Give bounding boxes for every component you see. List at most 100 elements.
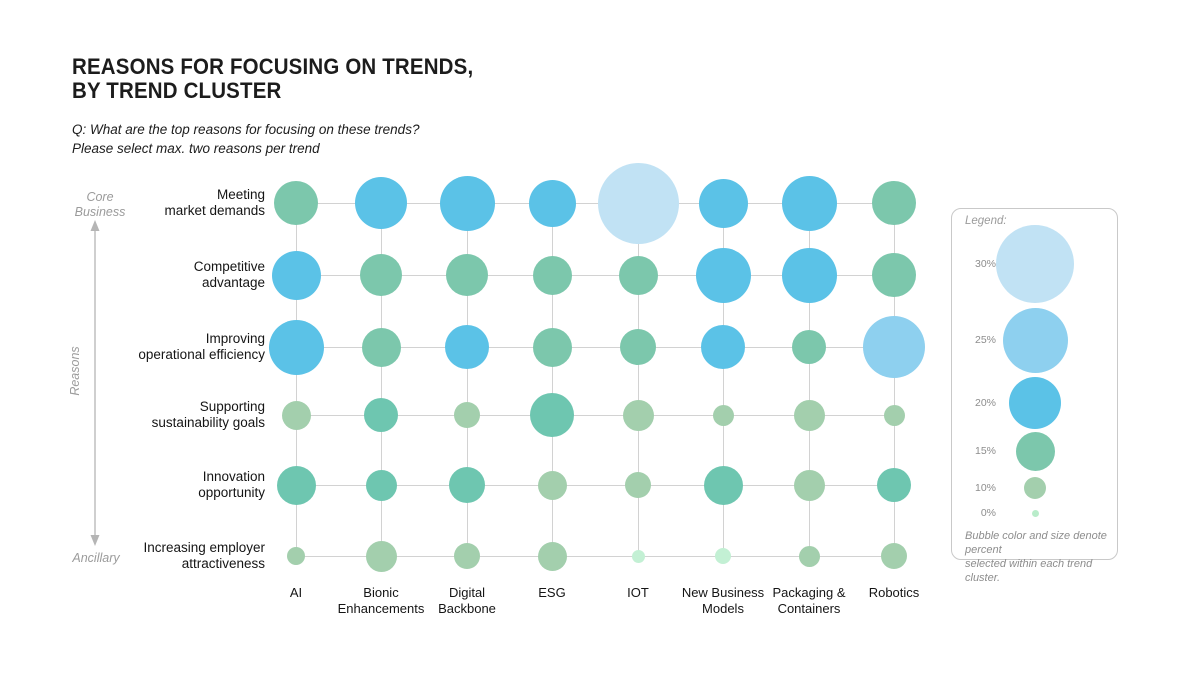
bubble-r3-c4 bbox=[532, 327, 572, 367]
bubble-r4-c8 bbox=[883, 404, 905, 426]
reasons-axis-arrow-icon bbox=[90, 220, 100, 546]
legend-bubble-15% bbox=[1015, 431, 1055, 471]
bubble-r6-c4 bbox=[537, 541, 567, 571]
axis-annotation-core-business: Core Business bbox=[74, 190, 126, 219]
bubble-r4-c5 bbox=[622, 399, 654, 431]
bubble-r4-c2 bbox=[364, 398, 398, 432]
page-title: REASONS FOR FOCUSING ON TRENDS, BY TREND… bbox=[72, 55, 473, 103]
bubble-r5-c2 bbox=[365, 469, 397, 501]
column-label: ESG bbox=[538, 585, 566, 600]
bubble-r4-c3 bbox=[454, 402, 480, 428]
gridline-vertical bbox=[809, 203, 810, 556]
column-label: Digital Backbone bbox=[438, 585, 496, 616]
bubble-r5-c3 bbox=[449, 467, 485, 503]
bubble-r5-c5 bbox=[625, 472, 651, 498]
bubble-r2-c3 bbox=[446, 254, 488, 296]
column-label: Robotics bbox=[868, 585, 920, 600]
column-label: IOT bbox=[627, 585, 649, 600]
gridline-horizontal bbox=[296, 415, 894, 416]
legend-label-10%: 10% bbox=[974, 482, 996, 494]
bubble-r3-c6 bbox=[701, 325, 745, 369]
gridline-vertical bbox=[638, 203, 639, 556]
bubble-r1-c7 bbox=[781, 175, 837, 231]
bubble-r2-c4 bbox=[532, 255, 572, 295]
bubble-r3-c3 bbox=[445, 325, 489, 369]
bubble-r2-c1 bbox=[271, 250, 321, 300]
row-label: Innovation opportunity bbox=[198, 469, 265, 500]
column-label: Packaging & Containers bbox=[772, 585, 846, 616]
column-label: New Business Models bbox=[681, 585, 765, 616]
bubble-r6-c8 bbox=[881, 543, 907, 569]
bubble-r5-c7 bbox=[793, 469, 825, 501]
gridline-vertical bbox=[894, 203, 895, 556]
bubble-r1-c8 bbox=[872, 181, 916, 225]
legend-bubble-10% bbox=[1024, 477, 1046, 499]
survey-question-line2: Please select max. two reasons per trend bbox=[72, 141, 320, 156]
axis-annotation-ancillary: Ancillary bbox=[72, 551, 120, 565]
bubble-r6-c6 bbox=[715, 548, 731, 564]
bubble-r4-c7 bbox=[793, 399, 825, 431]
bubble-r3-c8 bbox=[863, 316, 925, 378]
bubble-r6-c3 bbox=[454, 543, 480, 569]
bubble-r4-c6 bbox=[712, 404, 734, 426]
bubble-r1-c2 bbox=[355, 177, 407, 229]
bubble-r2-c7 bbox=[781, 247, 837, 303]
legend-caption: Bubble color and size denote percent sel… bbox=[965, 530, 1107, 584]
bubble-r6-c1 bbox=[287, 547, 305, 565]
gridline-horizontal bbox=[296, 485, 894, 486]
bubble-r6-c5 bbox=[631, 549, 645, 563]
bubble-r3-c5 bbox=[620, 329, 656, 365]
page-title-line1: REASONS FOR FOCUSING ON TRENDS, bbox=[72, 54, 474, 79]
legend-bubble-25% bbox=[1002, 307, 1068, 373]
gridline-vertical bbox=[552, 203, 553, 556]
bubble-r4-c4 bbox=[530, 393, 574, 437]
bubble-r1-c4 bbox=[528, 179, 576, 227]
bubble-r5-c1 bbox=[276, 465, 316, 505]
gridline-vertical bbox=[296, 203, 297, 556]
bubble-r3-c7 bbox=[792, 330, 826, 364]
row-label: Improving operational efficiency bbox=[138, 331, 265, 362]
gridline-horizontal bbox=[296, 556, 894, 557]
bubble-r1-c3 bbox=[439, 175, 495, 231]
legend-label-0%: 0% bbox=[980, 507, 996, 519]
gridline-vertical bbox=[467, 203, 468, 556]
bubble-r1-c1 bbox=[274, 181, 318, 225]
legend-label-30%: 30% bbox=[974, 258, 996, 270]
gridline-vertical bbox=[381, 203, 382, 556]
bubble-r2-c5 bbox=[618, 255, 658, 295]
row-label: Increasing employer attractiveness bbox=[143, 540, 265, 571]
legend-label-25%: 25% bbox=[974, 334, 996, 346]
legend-panel: Legend: Bubble color and size denote per… bbox=[951, 208, 1118, 584]
gridline-horizontal bbox=[296, 347, 894, 348]
row-label: Meeting market demands bbox=[164, 187, 265, 218]
bubble-r3-c2 bbox=[361, 327, 401, 367]
legend-bubble-20% bbox=[1009, 377, 1061, 429]
bubble-r3-c1 bbox=[268, 319, 324, 375]
bubble-r2-c6 bbox=[695, 247, 751, 303]
bubble-r6-c2 bbox=[365, 540, 397, 572]
gridline-vertical bbox=[723, 203, 724, 556]
legend-title: Legend: bbox=[965, 215, 1007, 227]
bubble-r2-c2 bbox=[360, 254, 402, 296]
survey-question: Q: What are the top reasons for focusing… bbox=[72, 120, 419, 158]
bubble-r5-c4 bbox=[537, 470, 567, 500]
bubble-r6-c7 bbox=[798, 545, 820, 567]
page-title-line2: BY TREND CLUSTER bbox=[72, 78, 282, 103]
legend-bubble-0% bbox=[1031, 509, 1039, 517]
survey-question-line1: Q: What are the top reasons for focusing… bbox=[72, 122, 420, 137]
row-label: Supporting sustainability goals bbox=[151, 399, 265, 430]
legend-label-15%: 15% bbox=[974, 445, 996, 457]
row-label: Competitive advantage bbox=[193, 259, 265, 290]
bubble-r1-c6 bbox=[698, 178, 748, 228]
gridline-horizontal bbox=[296, 275, 894, 276]
legend-label-20%: 20% bbox=[974, 397, 996, 409]
column-label: AI bbox=[289, 585, 303, 600]
bubble-r1-c5 bbox=[597, 162, 679, 244]
gridline-horizontal bbox=[296, 203, 894, 204]
bubble-r2-c8 bbox=[872, 253, 916, 297]
bubble-r5-c8 bbox=[877, 468, 911, 502]
bubble-r5-c6 bbox=[703, 465, 743, 505]
legend-bubble-30% bbox=[996, 225, 1074, 303]
bubble-r4-c1 bbox=[281, 400, 311, 430]
